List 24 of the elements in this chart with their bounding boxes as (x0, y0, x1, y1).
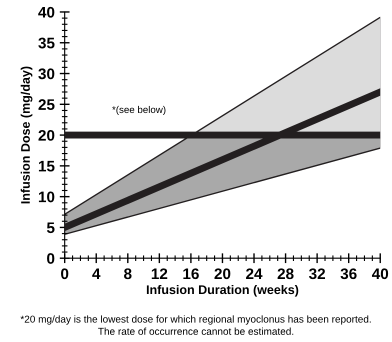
y-tick-label: 30 (38, 68, 54, 80)
x-tick-label: 24 (246, 268, 262, 280)
x-tick-label: 28 (278, 268, 294, 280)
annotation: *(see below) (112, 106, 166, 115)
x-tick-label: 12 (152, 268, 168, 280)
x-tick-label: 20 (214, 268, 230, 280)
y-tick-label: 10 (38, 192, 54, 202)
y-tick-label: 15 (38, 160, 55, 172)
x-tick-label: 4 (92, 268, 100, 280)
x-axis-title: Infusion Duration (weeks) (146, 284, 298, 297)
y-tick-label: 35 (38, 38, 55, 48)
x-tick-label: 32 (308, 268, 326, 280)
y-tick-label: 20 (38, 130, 54, 141)
y-axis-title: Infusion Dose (mg/day) (20, 66, 32, 204)
x-tick-label: 0 (61, 268, 68, 280)
x-tick-label: 36 (340, 268, 357, 280)
y-tick-label: 5 (46, 222, 55, 234)
x-tick-label: 40 (372, 268, 388, 280)
y-tick-label: 0 (47, 253, 54, 264)
text: *20 mg/day is the lowest dose for which regional myoclonus has been reported. The rate of occurrence cannot be estimated. (20, 315, 371, 335)
x-tick-label: 8 (124, 268, 132, 280)
x-tick-label: 16 (183, 268, 199, 280)
y-tick-label: 40 (38, 6, 54, 18)
y-tick-label: 25 (38, 99, 55, 110)
